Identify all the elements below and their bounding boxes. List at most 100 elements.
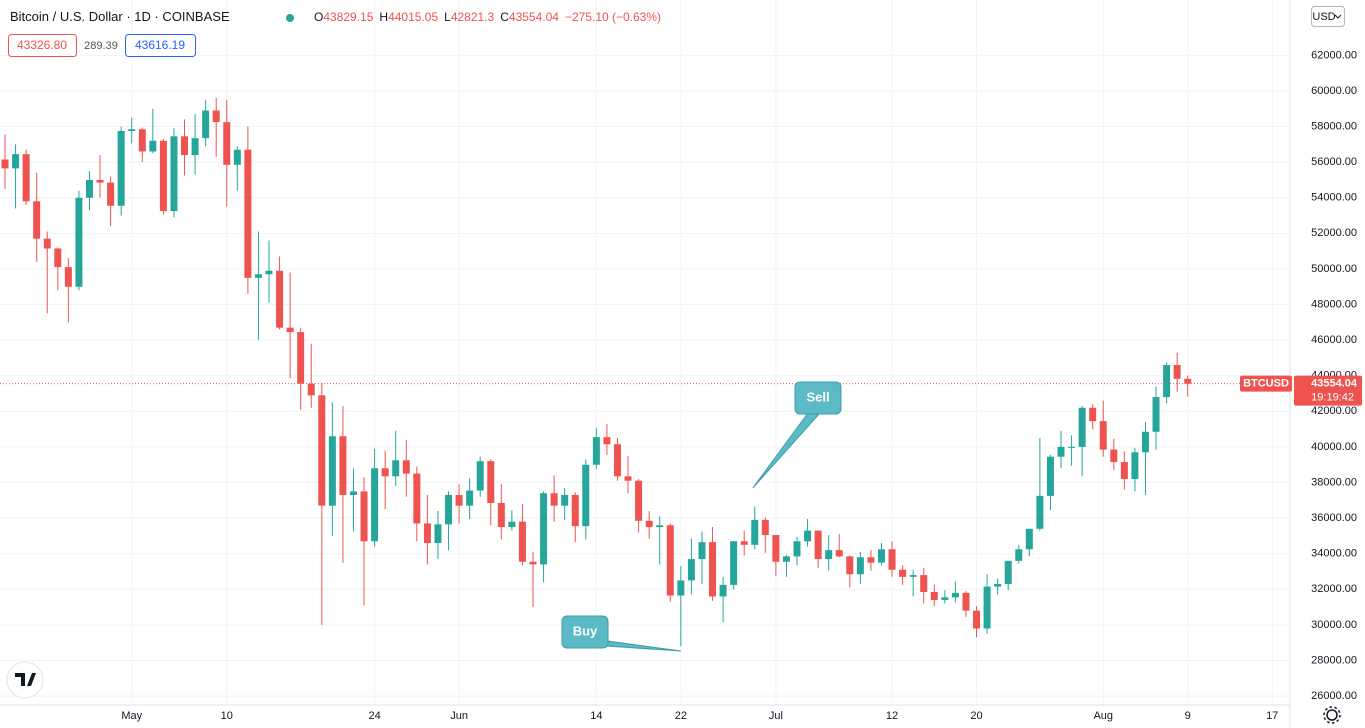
candle-body <box>635 480 643 521</box>
candle-body <box>529 561 537 565</box>
candle-body <box>920 575 928 592</box>
candle-body <box>761 519 769 536</box>
candle-body <box>867 557 875 563</box>
candle-body <box>973 610 981 629</box>
callout-text: Sell <box>806 389 829 404</box>
currency-caret <box>1334 14 1342 19</box>
spread: 289.39 <box>84 40 118 52</box>
grid <box>0 0 1290 705</box>
candle-body <box>1025 528 1033 550</box>
candle-body <box>1163 365 1171 398</box>
candle-body <box>930 591 938 600</box>
bid-price: 43326.80 <box>17 38 67 52</box>
candle-body <box>212 110 220 123</box>
candle-body <box>1184 378 1192 384</box>
candle-body <box>297 332 305 384</box>
candle-body <box>244 149 252 278</box>
ohlc-legend: O43829.15 H44015.05 L42821.3 C43554.04 −275.… <box>314 10 661 24</box>
candle-body <box>181 136 189 156</box>
candle-body <box>730 541 738 585</box>
x-tick-label: Jul <box>769 710 783 722</box>
candle-body <box>1068 446 1076 448</box>
candle-body <box>1046 456 1054 496</box>
currency[interactable]: USD <box>1312 11 1335 23</box>
candle-body <box>540 493 548 565</box>
candle-body <box>888 549 896 570</box>
candle-body <box>12 154 20 169</box>
callout-box <box>794 381 842 415</box>
y-tick-label: 26000.00 <box>1311 690 1357 702</box>
candle-body <box>1120 462 1128 479</box>
candle-body <box>64 267 72 287</box>
candle-body <box>466 490 474 506</box>
candle-body <box>318 395 326 506</box>
callout: Buy <box>561 615 681 652</box>
candle-body <box>307 383 315 396</box>
candle-body <box>349 491 357 495</box>
x-tick-label: 10 <box>221 710 233 722</box>
candle-body <box>286 327 294 333</box>
candle-body <box>445 494 453 525</box>
candle-body <box>487 461 495 503</box>
symbol-tag-label: BTCUSD <box>1243 378 1289 390</box>
candle-body <box>1141 431 1149 453</box>
ask-box <box>125 34 196 57</box>
candle-body <box>223 122 231 165</box>
candle-body <box>434 524 442 544</box>
ohlc-label: H <box>379 10 388 24</box>
x-tick-label: Jun <box>450 710 468 722</box>
currency-button[interactable] <box>1311 6 1345 27</box>
y-tick-label: 38000.00 <box>1311 476 1357 488</box>
candle-body <box>328 436 336 506</box>
ohlc-label: O <box>314 10 323 24</box>
x-tick-label: Aug <box>1093 710 1113 722</box>
ohlc-value: 43829.15 <box>323 10 373 24</box>
candle-body <box>423 523 431 544</box>
candle-body <box>677 580 685 596</box>
x-tick-label: 14 <box>590 710 602 722</box>
settings-button[interactable] <box>1323 706 1341 724</box>
ohlc-label: C <box>500 10 509 24</box>
candle-body <box>518 521 526 562</box>
candle-body <box>709 542 717 597</box>
candle-body <box>804 530 812 542</box>
candle-body <box>508 521 516 528</box>
y-tick-label: 42000.00 <box>1311 405 1357 417</box>
candle-body <box>1057 446 1065 457</box>
candle-body <box>202 110 210 139</box>
price-tag <box>1294 375 1362 406</box>
candle-body <box>582 464 590 527</box>
candle-body <box>1152 397 1160 432</box>
candle-body <box>413 473 421 524</box>
y-tick-label: 34000.00 <box>1311 548 1357 560</box>
candle-body <box>740 541 748 545</box>
x-tick-label: 12 <box>886 710 898 722</box>
candle-body <box>138 129 146 152</box>
candle-body <box>1099 421 1107 450</box>
callout: Sell <box>752 381 842 489</box>
x-tick-label: 9 <box>1185 710 1191 722</box>
candle-body <box>592 437 600 465</box>
y-tick-label: 60000.00 <box>1311 85 1357 97</box>
candle-body <box>793 541 801 557</box>
y-tick-label: 46000.00 <box>1311 334 1357 346</box>
candle-body <box>233 149 241 165</box>
candle-body <box>1078 407 1086 447</box>
candle-body <box>624 476 632 481</box>
y-tick-label: 28000.00 <box>1311 654 1357 666</box>
y-tick-label: 32000.00 <box>1311 583 1357 595</box>
candle-body <box>645 520 653 528</box>
callout-text: Buy <box>573 623 598 638</box>
y-tick-label: 50000.00 <box>1311 263 1357 275</box>
candle-body <box>1004 560 1012 584</box>
y-tick-label: 58000.00 <box>1311 120 1357 132</box>
candle-body <box>1173 365 1181 379</box>
candle-body <box>782 556 790 562</box>
candle-body <box>983 586 991 629</box>
candle-body <box>1 159 9 169</box>
y-tick-label: 36000.00 <box>1311 512 1357 524</box>
ask-price: 43616.19 <box>135 38 185 52</box>
y-tick-label: 30000.00 <box>1311 619 1357 631</box>
